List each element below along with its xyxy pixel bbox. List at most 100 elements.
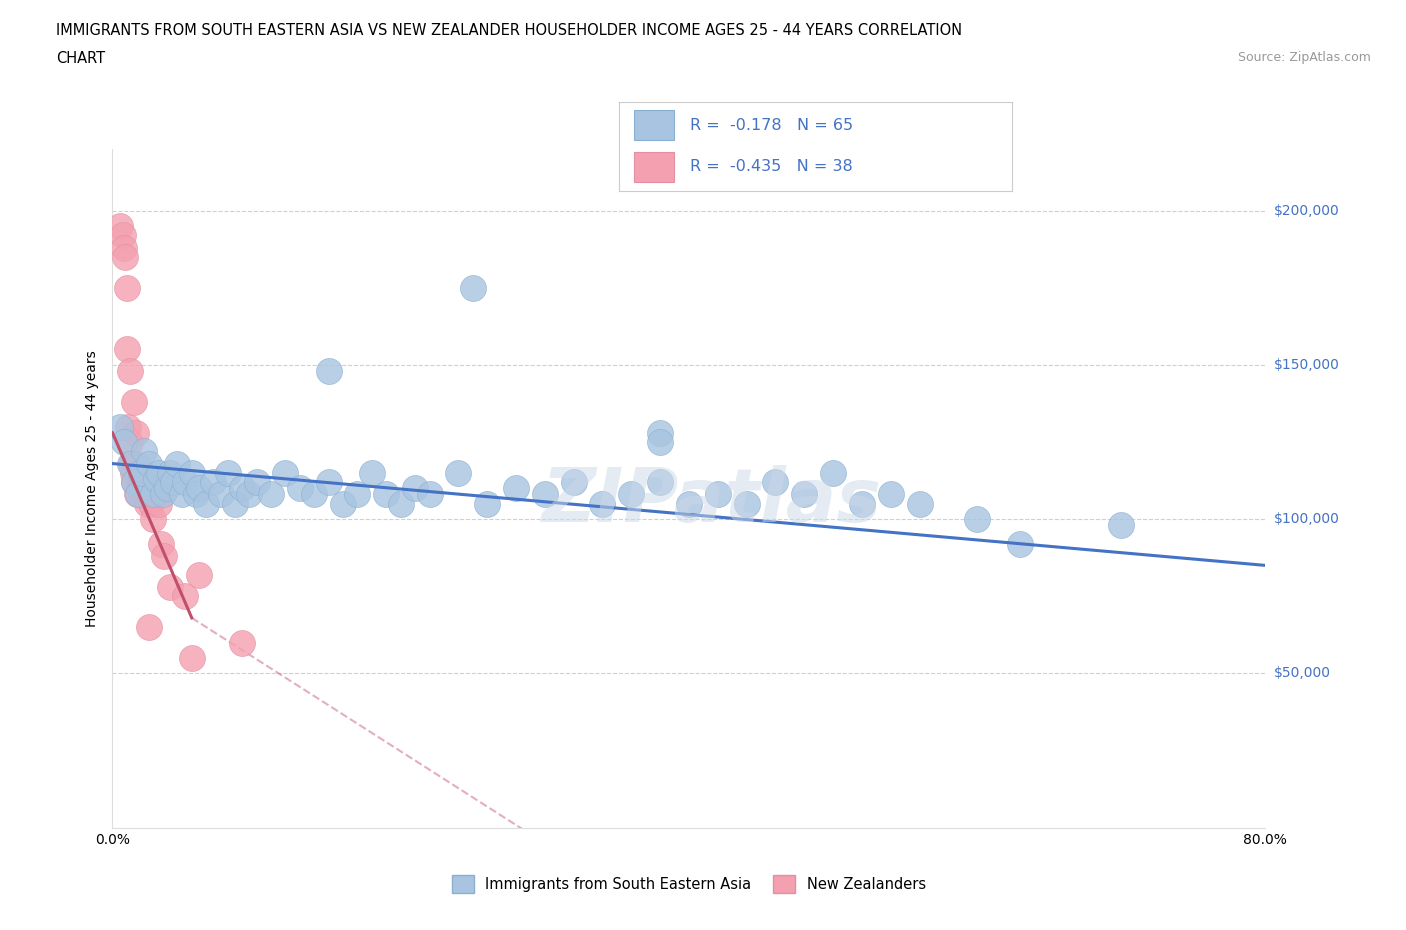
- Point: [132, 465, 155, 480]
- Text: CHART: CHART: [56, 51, 105, 66]
- Text: $50,000: $50,000: [1274, 667, 1330, 681]
- Point: [274, 465, 297, 480]
- Point: [141, 497, 163, 512]
- Bar: [634, 152, 673, 182]
- Point: [562, 474, 585, 489]
- Point: [150, 537, 173, 551]
- Point: [620, 487, 643, 502]
- Point: [908, 497, 931, 512]
- Point: [180, 465, 202, 480]
- Point: [134, 487, 156, 502]
- Point: [118, 364, 141, 379]
- Point: [121, 465, 143, 480]
- Y-axis label: Householder Income Ages 25 - 44 years: Householder Income Ages 25 - 44 years: [86, 350, 100, 627]
- Point: [122, 394, 145, 409]
- Point: [318, 474, 340, 489]
- Point: [202, 474, 225, 489]
- Point: [304, 487, 326, 502]
- Bar: [634, 111, 673, 140]
- Point: [648, 425, 672, 440]
- Point: [134, 444, 156, 458]
- Point: [159, 579, 181, 594]
- Point: [117, 419, 139, 434]
- Point: [115, 280, 138, 295]
- Point: [166, 456, 188, 471]
- Point: [360, 465, 382, 480]
- Point: [1010, 537, 1032, 551]
- Point: [217, 465, 239, 480]
- Point: [162, 474, 184, 489]
- Point: [159, 465, 181, 480]
- Text: IMMIGRANTS FROM SOUTH EASTERN ASIA VS NEW ZEALANDER HOUSEHOLDER INCOME AGES 25 -: IMMIGRANTS FROM SOUTH EASTERN ASIA VS NE…: [56, 23, 962, 38]
- Point: [533, 487, 555, 502]
- Point: [142, 487, 165, 502]
- Point: [124, 456, 146, 471]
- Text: R =  -0.178   N = 65: R = -0.178 N = 65: [689, 118, 852, 133]
- Point: [129, 487, 153, 502]
- Point: [224, 497, 246, 512]
- Point: [231, 481, 253, 496]
- Point: [375, 487, 398, 502]
- Point: [138, 619, 160, 634]
- Point: [139, 487, 162, 502]
- Point: [114, 249, 136, 264]
- Point: [188, 481, 211, 496]
- Point: [127, 487, 149, 502]
- Point: [505, 481, 527, 496]
- Point: [129, 465, 153, 480]
- Point: [122, 474, 145, 489]
- Point: [120, 456, 142, 471]
- Point: [108, 219, 131, 233]
- Point: [765, 474, 787, 489]
- Point: [180, 651, 202, 666]
- Point: [135, 474, 157, 489]
- Point: [419, 487, 441, 502]
- Point: [111, 228, 134, 243]
- Point: [346, 487, 368, 502]
- Point: [108, 419, 131, 434]
- Point: [260, 487, 283, 502]
- Point: [142, 512, 165, 526]
- Text: R =  -0.435   N = 38: R = -0.435 N = 38: [689, 159, 852, 174]
- Point: [138, 456, 160, 471]
- Point: [461, 280, 484, 295]
- Point: [821, 465, 844, 480]
- Point: [153, 549, 176, 564]
- Point: [245, 474, 267, 489]
- Point: [112, 240, 135, 255]
- Point: [115, 342, 138, 357]
- Point: [678, 497, 700, 512]
- Point: [124, 425, 146, 440]
- Point: [735, 497, 758, 512]
- Point: [152, 487, 174, 502]
- Point: [706, 487, 728, 502]
- Text: $150,000: $150,000: [1274, 358, 1340, 372]
- Point: [238, 487, 260, 502]
- Point: [173, 589, 195, 604]
- Point: [136, 497, 159, 512]
- Point: [231, 635, 253, 650]
- Legend: Immigrants from South Eastern Asia, New Zealanders: Immigrants from South Eastern Asia, New …: [446, 869, 932, 898]
- Point: [404, 481, 426, 496]
- Point: [138, 474, 160, 489]
- Point: [332, 497, 354, 512]
- Point: [288, 481, 311, 496]
- Point: [156, 481, 179, 496]
- Point: [173, 474, 195, 489]
- Point: [127, 465, 149, 480]
- Point: [966, 512, 988, 526]
- Point: [170, 487, 193, 502]
- Point: [118, 456, 141, 471]
- Point: [648, 474, 672, 489]
- Point: [188, 567, 211, 582]
- Point: [318, 364, 340, 379]
- Point: [128, 474, 150, 489]
- Point: [389, 497, 412, 512]
- Point: [112, 434, 135, 449]
- Point: [475, 497, 498, 512]
- Point: [1111, 518, 1133, 533]
- Point: [125, 487, 148, 502]
- Point: [148, 497, 170, 512]
- Text: ZIPatlas: ZIPatlas: [541, 465, 882, 538]
- Text: $200,000: $200,000: [1274, 204, 1340, 218]
